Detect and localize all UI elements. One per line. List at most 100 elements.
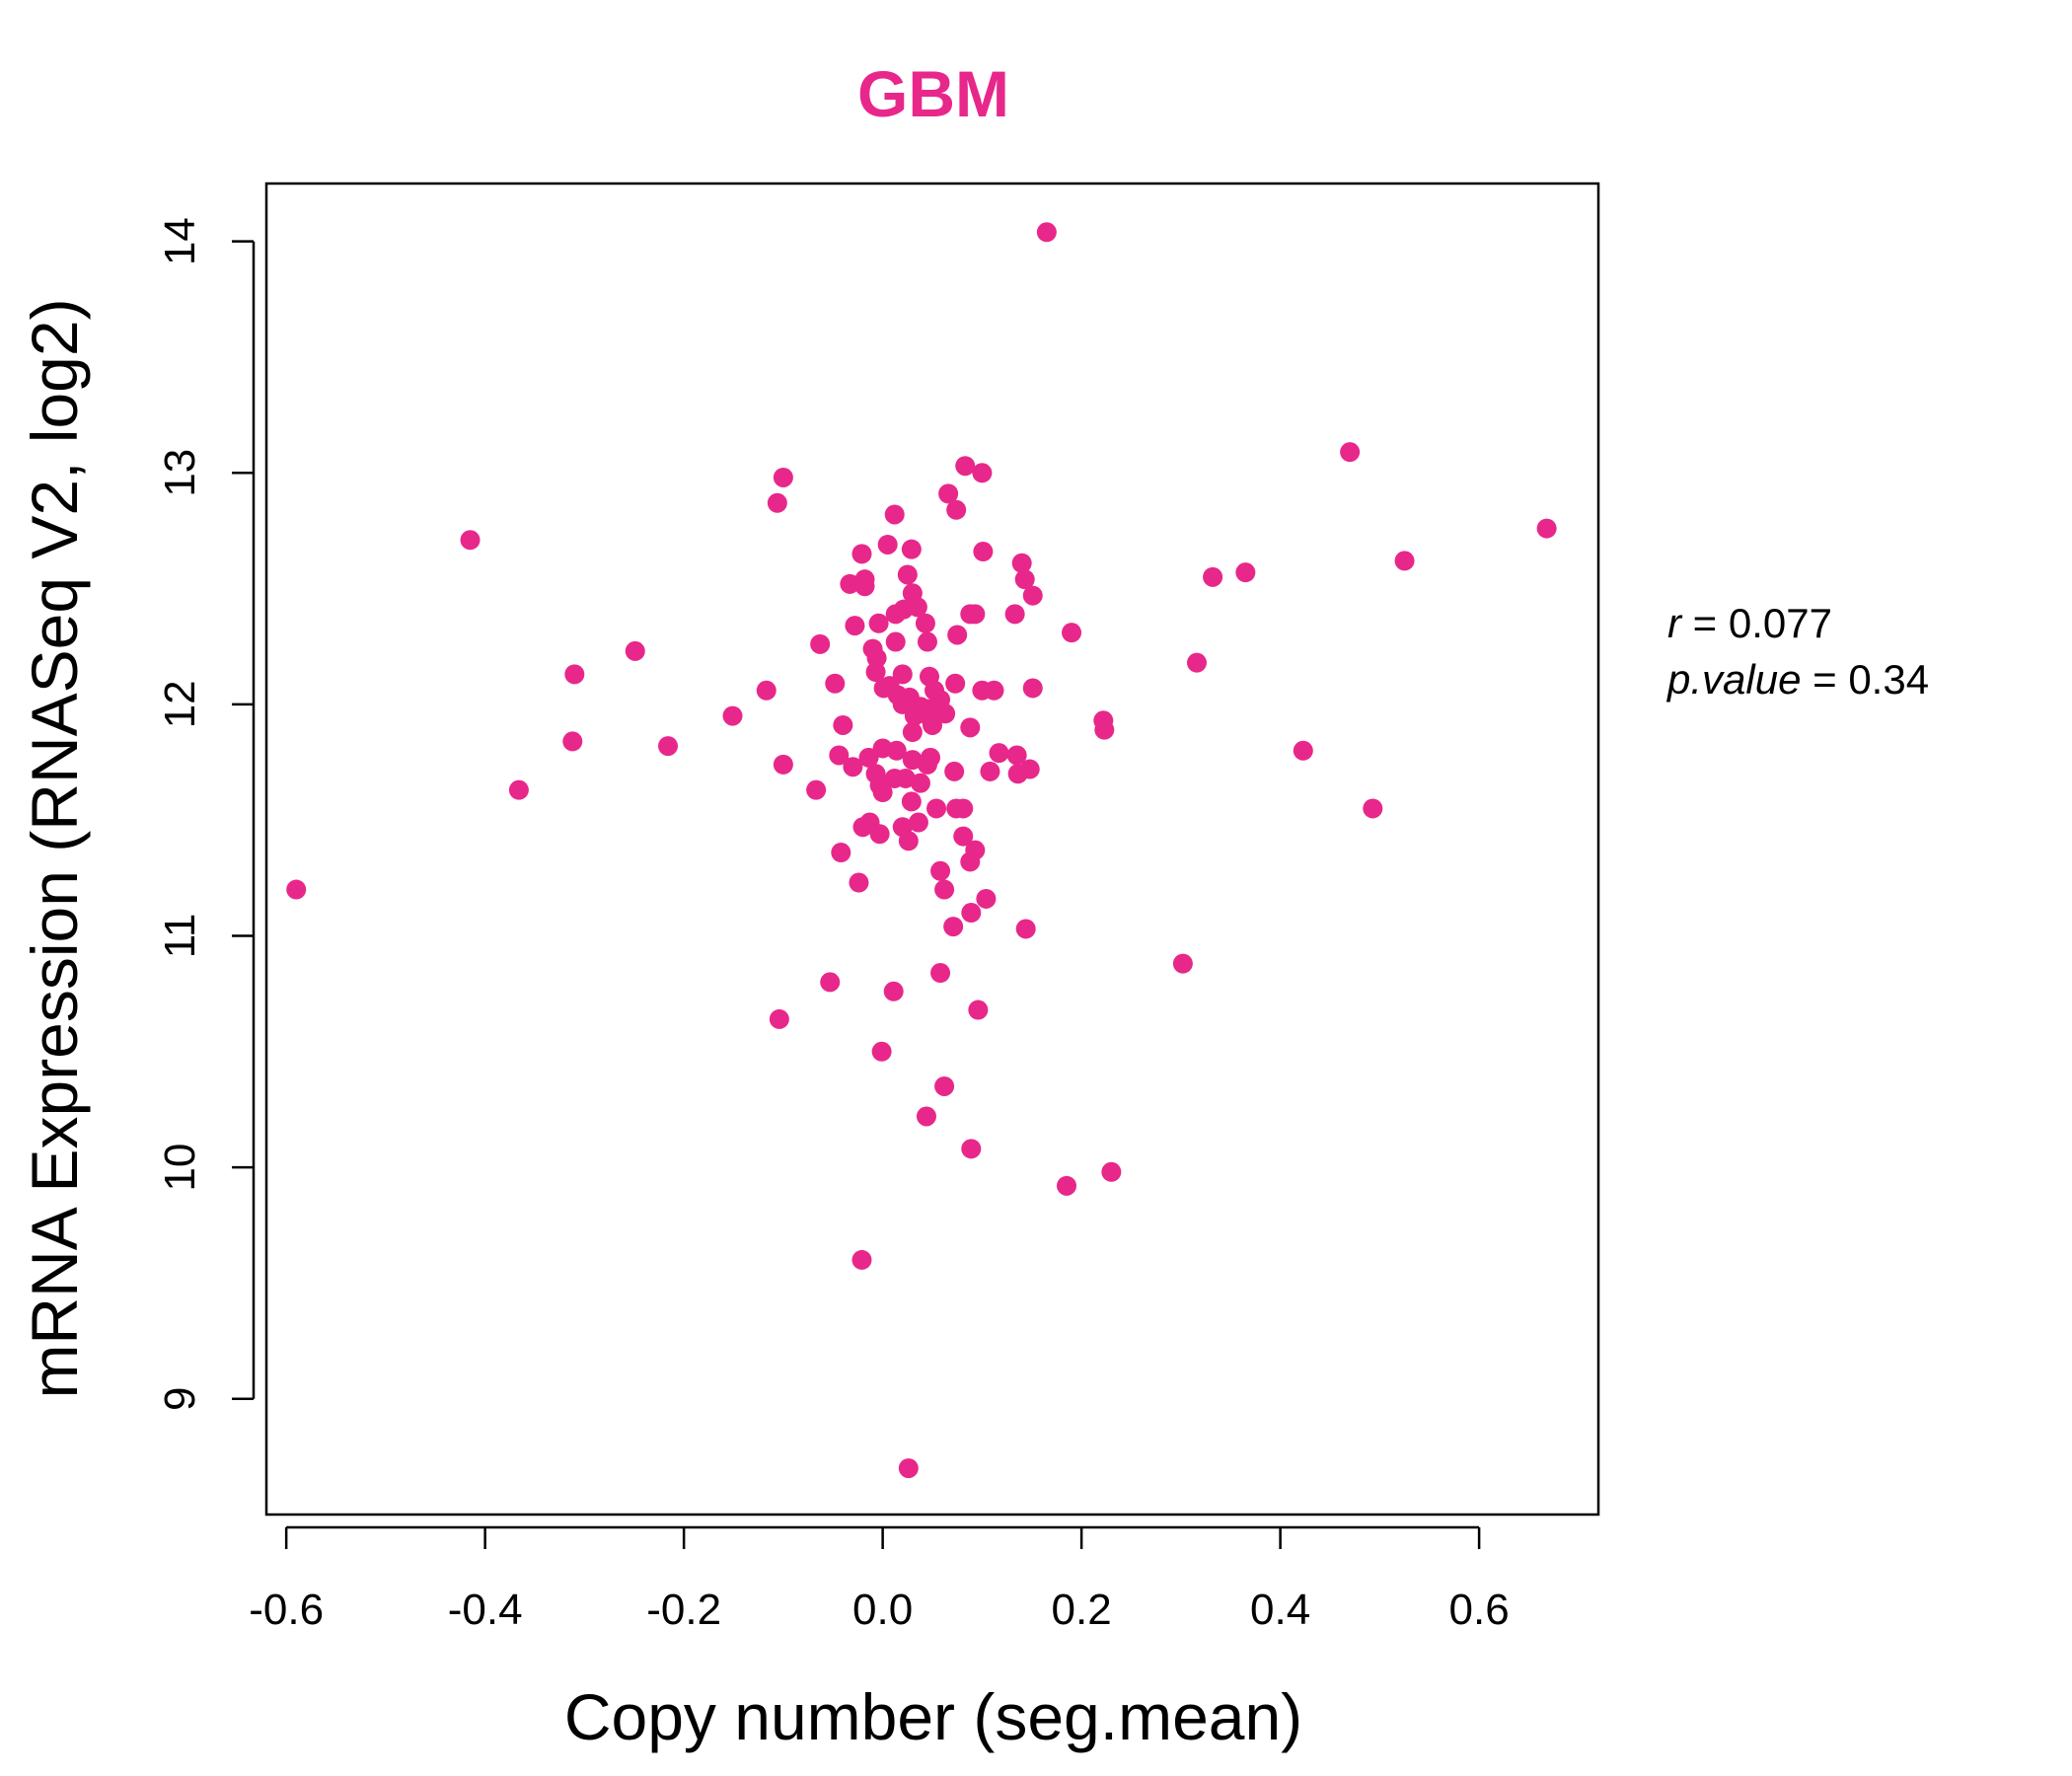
- data-point: [885, 604, 906, 625]
- y-tick-label: 14: [156, 217, 204, 265]
- data-point: [865, 662, 886, 683]
- data-point: [915, 613, 935, 633]
- y-axis-label: mRNA Expression (RNASeq V2, log2): [18, 298, 91, 1398]
- r-label: r: [1667, 600, 1683, 646]
- data-point: [904, 705, 925, 726]
- data-point: [908, 812, 928, 833]
- p-value: p.value = 0.34: [1665, 656, 1929, 703]
- data-point: [885, 631, 906, 652]
- data-point: [1340, 442, 1361, 463]
- data-point: [843, 757, 863, 777]
- data-point: [965, 604, 986, 625]
- data-point: [1006, 745, 1027, 766]
- data-point: [902, 750, 923, 771]
- data-point: [910, 773, 930, 793]
- p-value-number: 0.34: [1848, 656, 1929, 703]
- data-point: [1004, 604, 1025, 625]
- data-point: [1172, 953, 1193, 974]
- data-point: [460, 530, 481, 551]
- x-tick-label: -0.2: [646, 1586, 721, 1634]
- data-point: [960, 851, 981, 872]
- data-point: [810, 633, 831, 654]
- p-label: p.value: [1665, 656, 1801, 703]
- correlation-r: r = 0.077: [1667, 600, 1832, 646]
- data-point: [1094, 719, 1115, 740]
- data-point: [984, 680, 1004, 701]
- data-point: [968, 999, 989, 1020]
- data-point: [806, 779, 827, 800]
- y-tick-label: 11: [156, 914, 204, 959]
- data-point: [1011, 553, 1032, 573]
- data-point: [756, 680, 777, 701]
- data-point: [973, 542, 994, 562]
- x-tick-label: -0.4: [448, 1586, 523, 1634]
- data-point: [961, 903, 982, 924]
- data-point: [898, 1458, 919, 1479]
- data-point: [960, 717, 981, 738]
- data-point: [1062, 623, 1082, 643]
- data-point: [854, 576, 875, 597]
- data-point: [1536, 518, 1557, 539]
- data-point: [934, 1075, 955, 1096]
- data-point: [930, 963, 951, 984]
- data-point: [1015, 919, 1036, 939]
- x-tick-label: -0.6: [249, 1586, 324, 1634]
- data-point: [886, 740, 907, 761]
- data-point: [944, 761, 965, 781]
- data-point: [858, 747, 879, 768]
- x-tick-label: 0.0: [852, 1586, 913, 1634]
- data-point: [953, 826, 974, 847]
- data-point: [849, 872, 869, 893]
- data-point: [955, 456, 976, 477]
- data-point: [658, 736, 679, 757]
- data-point: [845, 616, 865, 636]
- data-point: [897, 564, 918, 585]
- y-tick-label: 9: [156, 1386, 204, 1410]
- data-point: [833, 714, 853, 735]
- data-point: [851, 1249, 872, 1270]
- x-axis-label: Copy number (seg.mean): [564, 1680, 1302, 1753]
- data-point: [829, 745, 850, 766]
- data-point: [961, 1139, 982, 1159]
- data-point: [868, 613, 889, 633]
- points-layer: [286, 222, 1557, 1479]
- data-point: [625, 640, 645, 661]
- data-point: [1101, 1161, 1122, 1182]
- data-point: [943, 917, 964, 937]
- x-tick-label: 0.6: [1449, 1586, 1510, 1634]
- data-point: [972, 463, 993, 483]
- data-point: [892, 664, 913, 685]
- data-point: [877, 534, 898, 555]
- data-point: [917, 631, 937, 652]
- data-point: [898, 831, 919, 851]
- plot-frame: [264, 182, 1600, 1517]
- data-point: [989, 743, 1009, 764]
- data-point: [1014, 569, 1035, 590]
- data-point: [976, 888, 997, 909]
- data-point: [934, 879, 955, 900]
- data-point: [1363, 798, 1383, 819]
- data-point: [916, 1106, 936, 1127]
- data-point: [564, 664, 585, 685]
- data-point: [926, 798, 947, 819]
- data-point: [935, 703, 956, 724]
- data-point: [825, 673, 846, 694]
- data-point: [1186, 652, 1207, 673]
- x-tick-label: 0.4: [1250, 1586, 1310, 1634]
- data-point: [901, 791, 922, 812]
- data-point: [872, 782, 893, 803]
- data-point: [722, 705, 743, 726]
- data-point: [1057, 1175, 1077, 1196]
- data-point: [871, 1041, 892, 1062]
- data-point: [1394, 551, 1415, 571]
- y-tick-label: 10: [156, 1144, 204, 1192]
- data-point: [902, 722, 923, 743]
- data-point: [1203, 566, 1223, 587]
- data-point: [895, 768, 916, 788]
- data-point: [923, 714, 942, 735]
- data-point: [769, 1008, 789, 1029]
- data-point: [508, 779, 529, 800]
- data-point: [1036, 222, 1057, 243]
- data-point: [947, 625, 968, 645]
- data-point: [831, 843, 851, 863]
